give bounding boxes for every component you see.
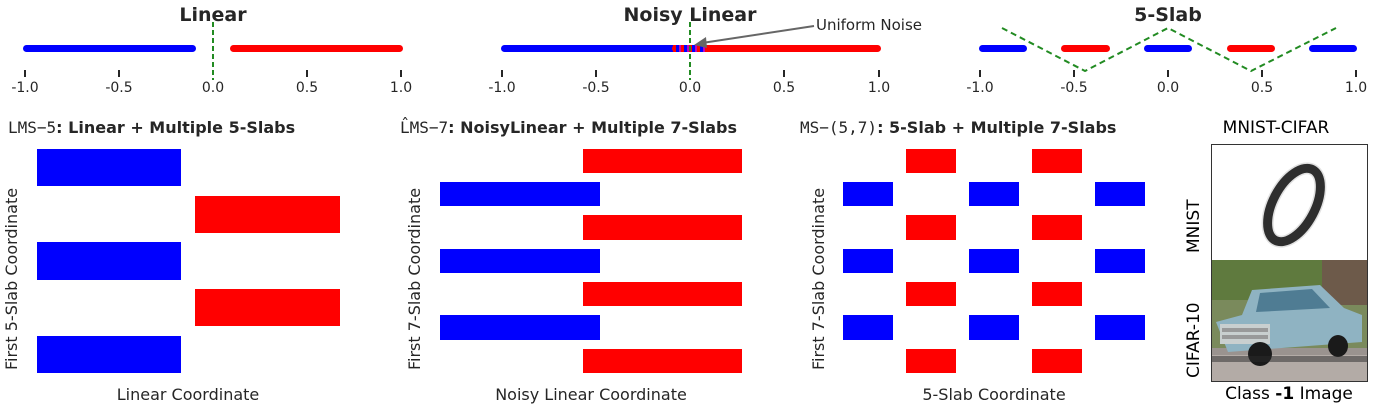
panel-title-symbol: LMS−5 [8,118,57,137]
class-pos-block [1032,349,1082,373]
class-pos-bar [230,45,403,52]
class-neg-block [969,182,1019,206]
tick [979,70,981,77]
class-neg-bar [979,45,1027,52]
class-pos-bar [672,45,881,52]
class-neg-bar [501,45,709,52]
tick-label: 1.0 [1344,80,1368,96]
tick-label: 0.5 [1250,80,1274,96]
tick-label: 1.0 [389,80,413,96]
caption-prefix: Class [1225,384,1276,404]
class-pos-bar [1227,45,1275,52]
tick-label: 0.0 [1156,80,1180,96]
class-neg-bar [23,45,196,52]
y-axis-label: First 7-Slab Coordinate [405,187,424,370]
class-pos-block [583,349,742,373]
class-neg-block [1095,249,1145,273]
panel-title-text: : 5-Slab + Multiple 7-Slabs [877,118,1117,137]
class-pos-block [583,282,742,306]
x-axis-label: Linear Coordinate [116,385,260,404]
panel-title: Linear [179,4,247,26]
class-pos-block [906,349,956,373]
class-pos-block [195,196,340,233]
class-neg-block [843,249,893,273]
y-axis-label: First 5-Slab Coordinate [2,187,21,370]
class-neg-block [969,315,1019,340]
class-neg-block [1095,315,1145,340]
x-axis-label: Noisy Linear Coordinate [495,385,687,404]
class-neg-bar [1144,45,1192,52]
tick [783,70,785,77]
tick [878,70,880,77]
tick-label: -0.5 [582,80,610,96]
caption-suffix: Image [1294,384,1353,404]
y-axis-label: First 7-Slab Coordinate [809,187,828,370]
class-pos-block [906,215,956,240]
class-neg-block [37,242,181,280]
tick-label: -0.5 [1060,80,1088,96]
tick [501,70,503,77]
class-neg-block [440,315,600,340]
caption-class: -1 [1275,384,1295,404]
tick [400,70,402,77]
tick-label: 0.0 [201,80,225,96]
class-neg-block [843,182,893,206]
panel-title: 5-Slab [1134,4,1202,26]
arrow-icon [694,25,815,48]
cifar-car-image [1212,260,1367,381]
class-pos-block [583,215,742,240]
panel-title: MNIST-CIFAR [1222,118,1330,138]
tick-label: 0.0 [678,80,702,96]
tick-label: 0.5 [295,80,319,96]
panel-title: Noisy Linear [623,4,757,26]
panel-title-symbol: L̂MS−7 [400,118,449,137]
class-neg-block [440,182,600,206]
image-caption: Class -1 Image [1225,384,1353,404]
panel-title-text: : NoisyLinear + Multiple 7-Slabs [448,118,737,137]
tick-label: -1.0 [488,80,516,96]
x-axis-label: 5-Slab Coordinate [922,385,1066,404]
class-neg-block [440,249,600,273]
tick-label: -1.0 [966,80,994,96]
tick [1073,70,1075,77]
decision-boundary-zigzag [1001,26,1337,73]
tick-label: -0.5 [105,80,133,96]
class-neg-block [37,149,181,186]
class-pos-block [906,282,956,306]
class-pos-block [1032,215,1082,240]
panel-title: LMS−5: Linear + Multiple 5-Slabs [8,118,295,137]
tick-label: 1.0 [867,80,891,96]
tick [1261,70,1263,77]
cifar-row-label: CIFAR-10 [1184,302,1204,378]
panel-title: L̂MS−7: NoisyLinear + Multiple 7-Slabs [400,118,737,137]
panel-title: MS−(5,7): 5-Slab + Multiple 7-Slabs [800,118,1116,137]
class-neg-block [843,315,893,340]
annotation-uniform-noise: Uniform Noise [816,16,923,34]
tick [1167,70,1169,77]
tick [24,70,26,77]
class-pos-block [195,289,340,326]
class-pos-block [1032,149,1082,173]
class-neg-bar [1309,45,1357,52]
decision-boundary-line [689,22,691,80]
panel-title-text: : Linear + Multiple 5-Slabs [56,118,296,137]
decision-boundary-line [212,22,214,80]
panel-title-symbol: MS−(5,7) [800,118,878,137]
class-pos-block [1032,282,1082,306]
mnist-digit-image [1212,145,1367,260]
tick [118,70,120,77]
tick-label: -1.0 [11,80,39,96]
tick [306,70,308,77]
class-pos-block [906,149,956,173]
class-pos-block [583,149,742,173]
mnist-row-label: MNIST [1184,199,1204,253]
tick-label: 0.5 [772,80,796,96]
class-neg-block [1095,182,1145,206]
class-pos-bar [1061,45,1110,52]
stacked-image [1211,144,1368,382]
class-neg-block [37,336,181,373]
tick [1355,70,1357,77]
class-neg-block [969,249,1019,273]
tick [595,70,597,77]
